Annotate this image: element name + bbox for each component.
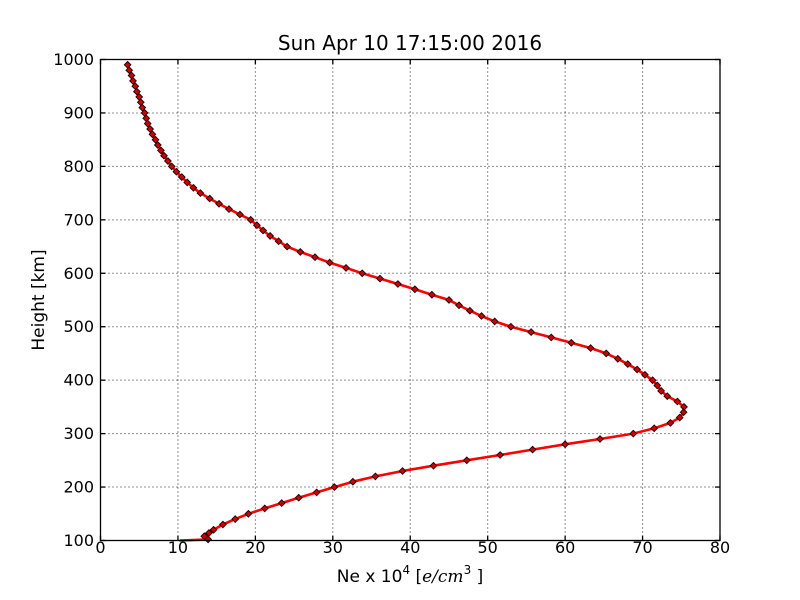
x-axis-label-part: 3 [464, 563, 472, 577]
y-tick-label: 1000 [53, 50, 94, 69]
y-tick-label: 600 [63, 264, 94, 283]
y-tick-label: 300 [63, 424, 94, 443]
y-tick-label: 800 [63, 157, 94, 176]
y-axis-label: Height [km] [29, 249, 49, 350]
y-tick-label: 100 [63, 531, 94, 550]
chart-title: Sun Apr 10 17:15:00 2016 [278, 31, 542, 55]
y-tick-label: 500 [63, 317, 94, 336]
x-tick-label: 30 [323, 538, 343, 557]
x-tick-label: 70 [632, 538, 652, 557]
profile-markers [123, 60, 688, 544]
profile-line [126, 63, 686, 542]
x-axis-label-part: Ne x 10 [337, 567, 403, 587]
x-tick-label: 80 [710, 538, 730, 557]
x-axis-label-part: ] [471, 567, 483, 587]
x-tick-label: 40 [400, 538, 420, 557]
y-tick-label: 200 [63, 478, 94, 497]
x-axis-label: Ne x 104 [e/cm3 ] [337, 563, 484, 587]
x-axis-label-part: [ [410, 567, 422, 587]
x-tick-label: 60 [555, 538, 575, 557]
tick-labels: 0 10 20 30 40 50 60 70 80 100 200 300 400 500 600 700 80… [53, 50, 730, 557]
x-tick-label: 20 [245, 538, 265, 557]
x-tick-label: 50 [478, 538, 498, 557]
profile-series [123, 60, 688, 544]
x-tick-label: 10 [168, 538, 188, 557]
y-tick-label: 400 [63, 371, 94, 390]
grid [100, 59, 720, 541]
x-axis-label-part: e/cm [422, 567, 463, 587]
y-tick-label: 700 [63, 210, 94, 229]
x-axis-label-part: 4 [402, 563, 410, 577]
y-tick-label: 900 [63, 103, 94, 122]
x-tick-label: 0 [95, 538, 105, 557]
axis-ticks [99, 58, 721, 542]
